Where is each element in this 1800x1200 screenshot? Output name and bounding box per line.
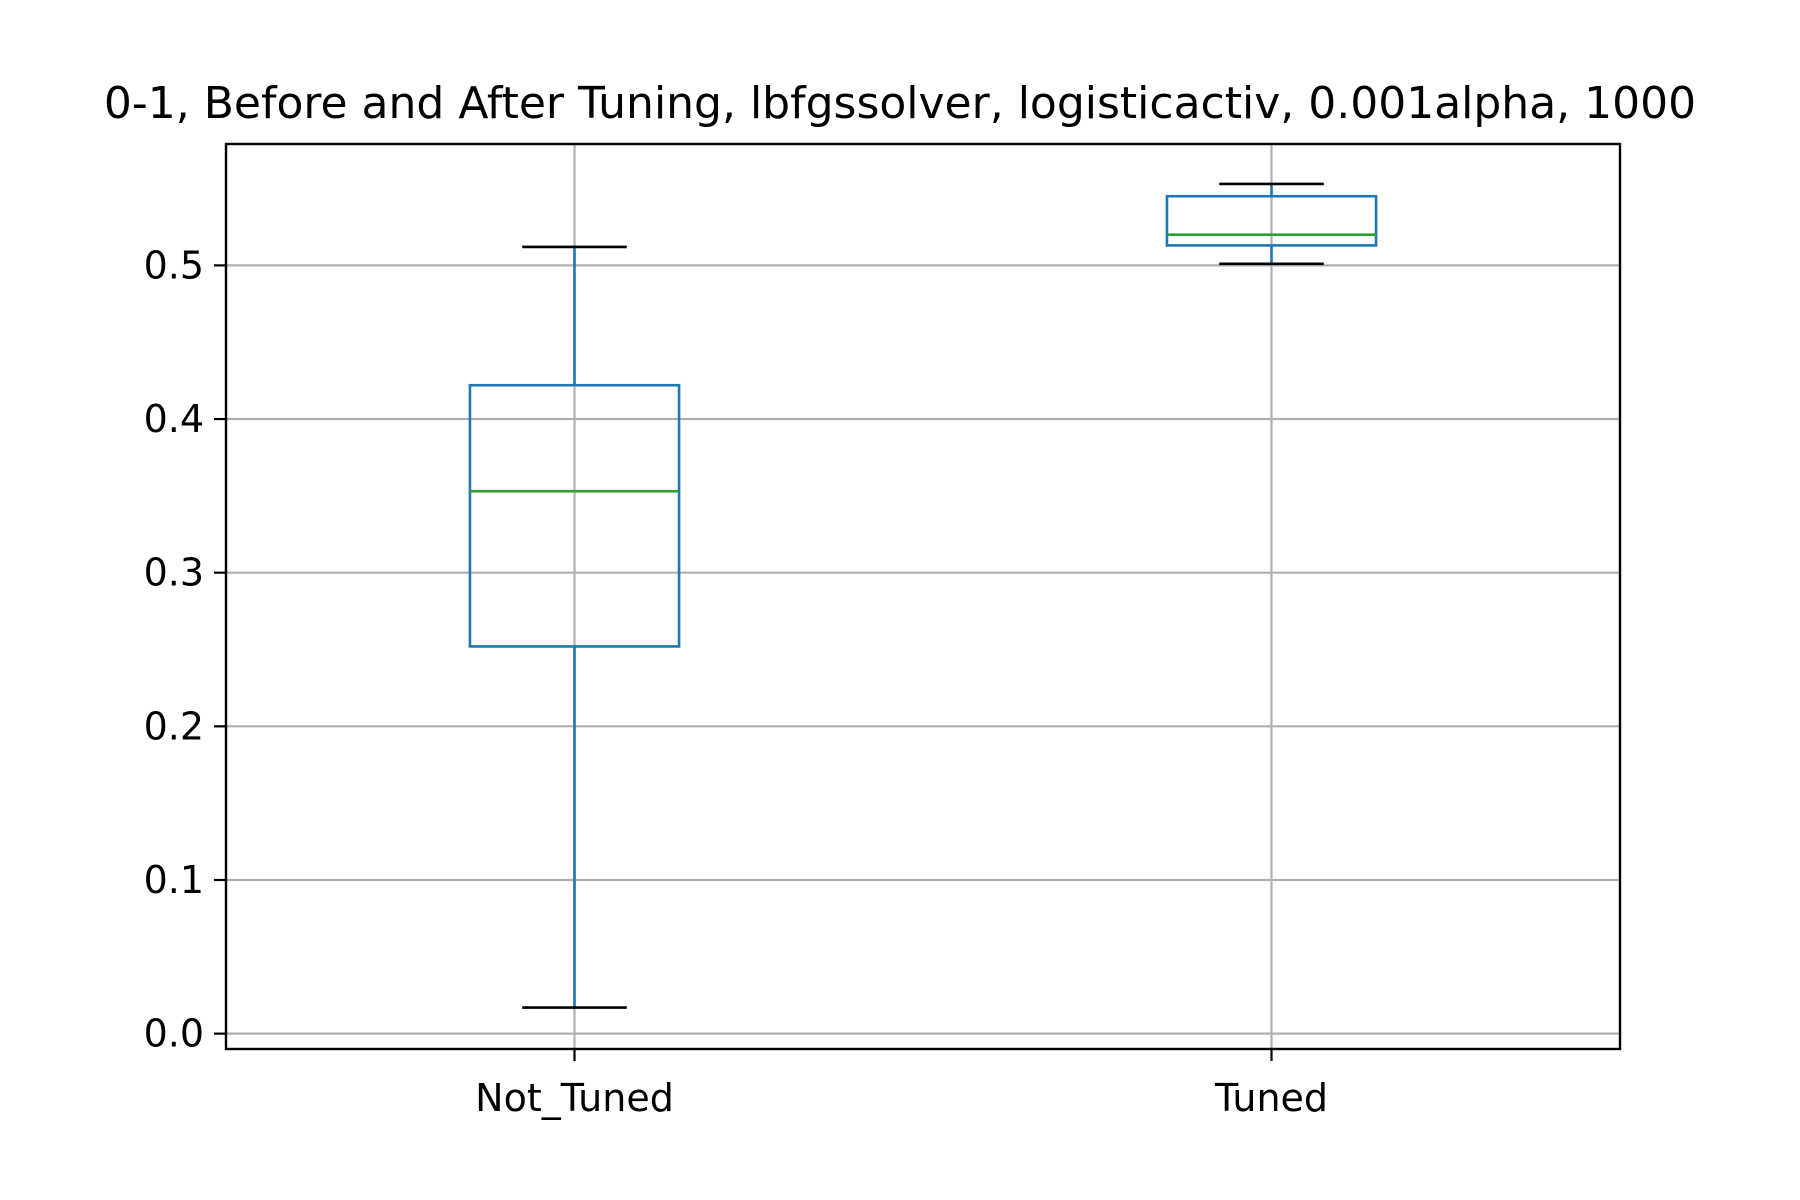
y-tick-label: 0.4 bbox=[144, 397, 204, 441]
boxes bbox=[468, 182, 1378, 1009]
y-tick-label: 0.0 bbox=[144, 1012, 204, 1056]
x-tick-label: Not_Tuned bbox=[475, 1076, 674, 1120]
chart-title: 0-1, Before and After Tuning, lbfgssolve… bbox=[104, 78, 1696, 129]
axes: 0.0 0.1 0.2 0.3 0.4 0.5 Not_Tuned Tuned bbox=[144, 243, 1328, 1120]
box-iqr bbox=[1165, 194, 1378, 247]
box-tuned bbox=[1165, 182, 1378, 266]
x-tick-label: Tuned bbox=[1214, 1076, 1328, 1120]
grid-lines bbox=[226, 144, 1620, 1049]
y-tick-label: 0.5 bbox=[144, 243, 204, 287]
plot-area-frame bbox=[224, 142, 1622, 1051]
box-not-tuned bbox=[468, 245, 681, 1009]
y-tick-label: 0.3 bbox=[144, 551, 204, 595]
y-tick-label: 0.2 bbox=[144, 704, 204, 748]
box-iqr bbox=[468, 383, 681, 648]
y-tick-label: 0.1 bbox=[144, 858, 204, 902]
